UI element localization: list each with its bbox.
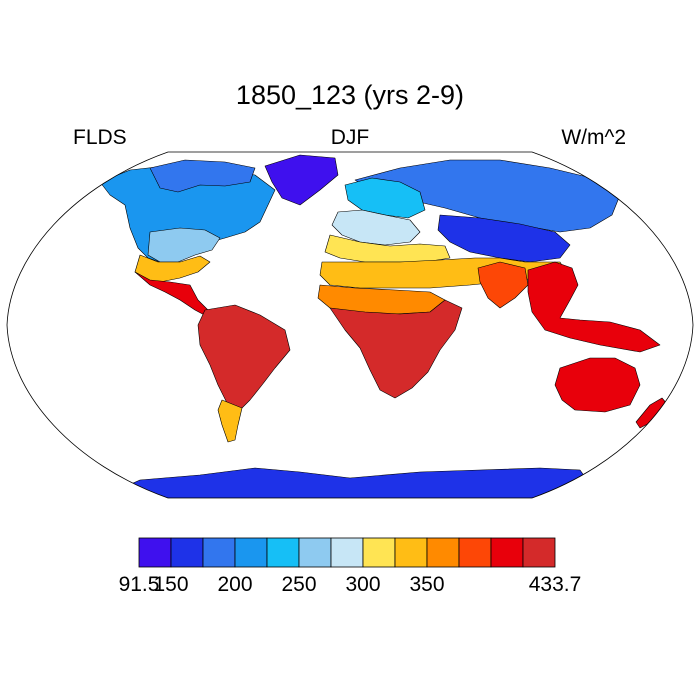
region-india bbox=[477, 261, 529, 309]
region-south-america bbox=[197, 304, 291, 411]
region-africa bbox=[329, 299, 463, 399]
colorbar-tick-label: 250 bbox=[281, 573, 317, 596]
colorbar-box bbox=[330, 537, 364, 568]
colorbar-tick-label: 300 bbox=[345, 573, 381, 596]
season-label: DJF bbox=[330, 126, 370, 149]
map-outline bbox=[6, 151, 694, 499]
colorbar-box bbox=[170, 537, 204, 568]
colorbar-tick-label: 350 bbox=[409, 573, 445, 596]
colorbar-box bbox=[234, 537, 268, 568]
region-antarctica bbox=[99, 467, 601, 498]
colorbar-box bbox=[490, 537, 524, 568]
colorbar-tick-label: 433.7 bbox=[528, 573, 582, 596]
region-southeast-asia bbox=[527, 261, 661, 353]
region-patagonia bbox=[217, 399, 243, 443]
colorbar-box bbox=[522, 537, 556, 568]
colorbar-tick-label: 200 bbox=[217, 573, 253, 596]
region-arctic-canada bbox=[149, 159, 256, 193]
variable-label: FLDS bbox=[73, 126, 127, 149]
colorbar-tick-label: 91.5 bbox=[118, 573, 160, 596]
region-siberia bbox=[354, 159, 621, 233]
map-title: 1850_123 (yrs 2-9) bbox=[235, 80, 465, 110]
colorbar-box bbox=[138, 537, 172, 568]
colorbar-box bbox=[426, 537, 460, 568]
colorbar-box bbox=[362, 537, 396, 568]
region-eastern-north-america bbox=[147, 227, 221, 263]
region-greenland bbox=[264, 154, 339, 206]
colorbar-box bbox=[266, 537, 300, 568]
region-northern-europe bbox=[344, 177, 426, 219]
colorbar-box bbox=[458, 537, 492, 568]
units-label: W/m^2 bbox=[561, 126, 626, 149]
region-central-asia bbox=[437, 214, 571, 263]
colorbar-box bbox=[394, 537, 428, 568]
colorbar-box bbox=[202, 537, 236, 568]
colorbar-box bbox=[298, 537, 332, 568]
region-europe bbox=[331, 209, 421, 246]
colorbar-tick-label: 150 bbox=[153, 573, 189, 596]
region-australia bbox=[554, 357, 641, 413]
colorbar bbox=[138, 537, 556, 568]
